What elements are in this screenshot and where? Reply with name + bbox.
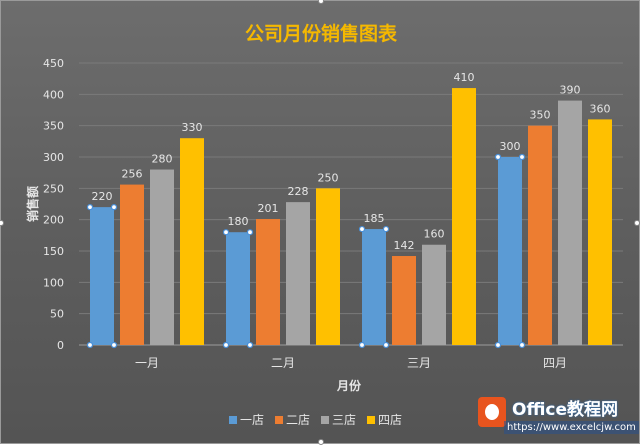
bar-一店-四月 — [498, 157, 522, 345]
data-label: 142 — [394, 239, 415, 252]
data-label: 185 — [364, 212, 385, 225]
x-tick-label: 四月 — [543, 356, 567, 370]
y-axis-title: 销售额 — [25, 186, 40, 222]
x-axis-title: 月份 — [336, 378, 362, 393]
resize-handle-bottom[interactable] — [318, 439, 324, 445]
x-tick-label: 三月 — [407, 356, 431, 370]
data-label: 256 — [122, 168, 143, 181]
bar-三店-二月 — [286, 202, 310, 345]
y-tick-label: 200 — [43, 214, 64, 227]
bar-二店-四月 — [528, 125, 552, 346]
watermark: Office教程网 https://www.excelcjw.com — [474, 393, 639, 441]
data-label: 228 — [288, 185, 309, 198]
data-label: 160 — [424, 228, 445, 241]
selection-handle — [494, 153, 502, 161]
legend-swatch-二店 — [275, 416, 283, 424]
y-tick-label: 300 — [43, 151, 64, 164]
bar-四店-三月 — [452, 88, 476, 346]
y-tick-label: 150 — [43, 245, 64, 258]
selection-handle — [110, 341, 118, 349]
legend-label: 四店 — [378, 413, 402, 427]
selection-handle — [518, 341, 526, 349]
y-tick-label: 250 — [43, 182, 64, 195]
bar-一店-三月 — [362, 229, 386, 345]
bar-二店-二月 — [256, 219, 280, 345]
selection-handle — [382, 341, 390, 349]
selection-handle — [382, 225, 390, 233]
y-tick-label: 400 — [43, 88, 64, 101]
data-label: 280 — [152, 153, 173, 166]
bar-三店-一月 — [150, 169, 174, 345]
bar-三店-四月 — [558, 100, 582, 345]
bar-三店-三月 — [422, 244, 446, 345]
legend-swatch-四店 — [367, 416, 375, 424]
legend-label: 三店 — [332, 413, 356, 427]
legend-label: 一店 — [240, 413, 264, 427]
bar-一店-一月 — [90, 207, 114, 345]
watermark-brand: Office教程网 — [512, 400, 619, 420]
selection-handle — [246, 229, 254, 236]
legend-label: 二店 — [286, 413, 310, 427]
selection-handle — [86, 204, 94, 211]
bar-四店-一月 — [180, 138, 204, 345]
chart-title: 公司月份销售图表 — [245, 22, 398, 45]
selection-handle — [494, 341, 502, 349]
selection-handle — [358, 225, 366, 233]
resize-handle-top[interactable] — [318, 0, 324, 4]
data-label: 390 — [560, 84, 581, 97]
data-label: 350 — [530, 109, 551, 122]
y-tick-label: 350 — [43, 120, 64, 133]
y-tick-label: 50 — [50, 308, 64, 321]
data-label: 250 — [318, 171, 339, 184]
selection-handle — [222, 229, 230, 236]
y-tick-label: 450 — [43, 57, 64, 70]
selection-handle — [358, 341, 366, 349]
legend-swatch-三店 — [321, 416, 329, 424]
data-label: 330 — [182, 121, 203, 134]
data-label: 300 — [500, 140, 521, 153]
x-tick-label: 一月 — [135, 356, 159, 370]
bar-一店-二月 — [226, 232, 250, 345]
bar-四店-四月 — [588, 119, 612, 346]
selection-handle — [86, 341, 94, 349]
y-tick-label: 0 — [57, 339, 64, 352]
selection-handle — [246, 341, 254, 349]
data-label: 180 — [228, 215, 249, 228]
selection-handle — [222, 341, 230, 349]
watermark-url: https://www.excelcjw.com — [504, 421, 639, 434]
selection-handle — [110, 204, 118, 211]
legend-swatch-一店 — [229, 416, 237, 424]
bar-二店-一月 — [120, 184, 144, 345]
resize-handle-left[interactable] — [0, 220, 4, 226]
x-tick-label: 二月 — [271, 356, 295, 370]
data-label: 410 — [454, 71, 475, 84]
bar-四店-二月 — [316, 188, 340, 345]
y-tick-label: 100 — [43, 276, 64, 289]
selection-handle — [518, 153, 526, 161]
data-label: 220 — [92, 190, 113, 203]
data-label: 201 — [258, 202, 279, 215]
data-label: 360 — [590, 102, 611, 115]
bar-二店-三月 — [392, 256, 416, 345]
resize-handle-right[interactable] — [634, 220, 640, 226]
office-logo-icon — [478, 397, 506, 427]
